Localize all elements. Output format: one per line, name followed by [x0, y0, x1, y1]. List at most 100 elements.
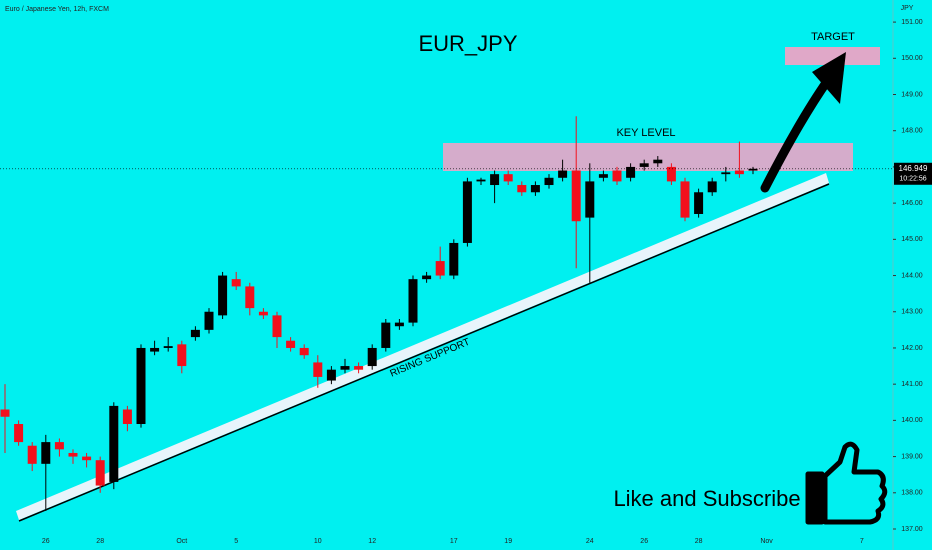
last-price-label: 146.949: [899, 164, 928, 173]
candle-body: [612, 170, 622, 182]
thumbs-up-icon: [805, 441, 888, 525]
candle-body: [286, 340, 296, 348]
chart-title: EUR_JPY: [418, 31, 517, 56]
x-tick-label: 7: [860, 538, 864, 545]
candle-body: [694, 192, 704, 214]
candle-body: [354, 366, 364, 370]
candle-body: [41, 442, 51, 464]
candle-body: [122, 409, 132, 424]
candles: [0, 116, 758, 511]
candle-body: [54, 442, 64, 450]
last-price-box: [894, 162, 932, 185]
candle-body: [476, 179, 486, 182]
y-tick-label: 144.00: [901, 272, 923, 279]
x-tick-label: 28: [695, 538, 703, 545]
candle-body: [734, 170, 744, 175]
y-tick-label: 149.00: [901, 91, 923, 98]
cta-text: Like and Subscribe: [613, 486, 800, 511]
target-arrow-head: [812, 52, 846, 104]
candle-body: [163, 346, 173, 348]
x-tick-label: 24: [586, 538, 594, 545]
candle-body: [558, 170, 568, 178]
thumb-cuff: [805, 471, 825, 525]
candle-body: [721, 172, 731, 175]
candle-body: [503, 174, 513, 182]
candle-body: [639, 163, 649, 167]
candle-body: [150, 347, 160, 352]
candle-body: [82, 456, 92, 461]
support-line: [18, 183, 830, 522]
candle-body: [462, 181, 472, 243]
candle-body: [490, 174, 500, 186]
axes: 137.00 138.00 139.00 140.00 141.00 142.00 143.…: [0, 19, 932, 545]
support-band: [16, 173, 829, 520]
drawings: [16, 47, 880, 522]
countdown-label: 10:22:56: [899, 176, 926, 183]
y-tick-label: 137.00: [901, 526, 923, 533]
candle-body: [177, 344, 187, 367]
candle-body: [340, 366, 350, 370]
y-tick-label: 151.00: [901, 19, 923, 26]
candle-body: [109, 405, 119, 482]
candle-body: [313, 362, 323, 377]
candle-body: [0, 409, 10, 417]
x-tick-label: 10: [314, 538, 322, 545]
candle-body: [258, 311, 268, 316]
candle-body: [326, 369, 336, 381]
target-arrow: [760, 75, 833, 193]
key-level-label: KEY LEVEL: [616, 127, 675, 139]
candle-body: [245, 286, 255, 309]
candle-body: [394, 322, 404, 327]
candle-body: [190, 329, 200, 338]
candle-body: [707, 181, 717, 193]
x-tick-label: 12: [368, 538, 376, 545]
candle-body: [231, 279, 241, 287]
candle-body: [95, 460, 105, 486]
candle-body: [218, 275, 228, 316]
candle-body: [653, 159, 663, 164]
candle-body: [299, 347, 309, 356]
candle-body: [136, 347, 146, 424]
candle-body: [435, 261, 445, 276]
candle-body: [408, 279, 418, 323]
y-axis-label: JPY: [901, 5, 914, 12]
y-tick-label: 140.00: [901, 417, 923, 424]
candle-body: [530, 185, 540, 193]
x-tick-label: 19: [504, 538, 512, 545]
candle-body: [14, 423, 24, 443]
y-tick-label: 143.00: [901, 309, 923, 316]
y-tick-label: 146.00: [901, 200, 923, 207]
target-zone: [785, 47, 880, 65]
subtitle: Euro / Japanese Yen, 12h, FXCM: [5, 6, 109, 13]
x-tick-label: 17: [450, 538, 458, 545]
candle-body: [517, 185, 527, 193]
y-tick-label: 150.00: [901, 55, 923, 62]
candle-body: [272, 315, 282, 338]
target-label: TARGET: [811, 31, 855, 43]
candle-body: [367, 347, 377, 367]
x-tick-label: Nov: [760, 538, 773, 545]
candle-body: [626, 166, 636, 178]
x-tick-label: Oct: [176, 538, 187, 545]
candle-body: [381, 322, 391, 348]
x-tick-label: 5: [234, 538, 238, 545]
y-tick-label: 138.00: [901, 490, 923, 497]
candle-body: [680, 181, 690, 218]
candle-body: [449, 242, 459, 276]
y-tick-label: 142.00: [901, 345, 923, 352]
candle-body: [598, 174, 608, 178]
thumb-hand: [822, 441, 888, 525]
candle-body: [544, 177, 554, 186]
candle-body: [68, 452, 78, 457]
x-tick-label: 26: [640, 538, 648, 545]
candle-body: [422, 275, 432, 280]
y-tick-label: 145.00: [901, 236, 923, 243]
candle-body: [748, 168, 758, 171]
candle-body: [204, 311, 214, 330]
x-tick-label: 28: [96, 538, 104, 545]
y-tick-label: 148.00: [901, 128, 923, 135]
y-tick-label: 141.00: [901, 381, 923, 388]
candle-body: [27, 445, 37, 464]
y-tick-label: 139.00: [901, 453, 923, 460]
